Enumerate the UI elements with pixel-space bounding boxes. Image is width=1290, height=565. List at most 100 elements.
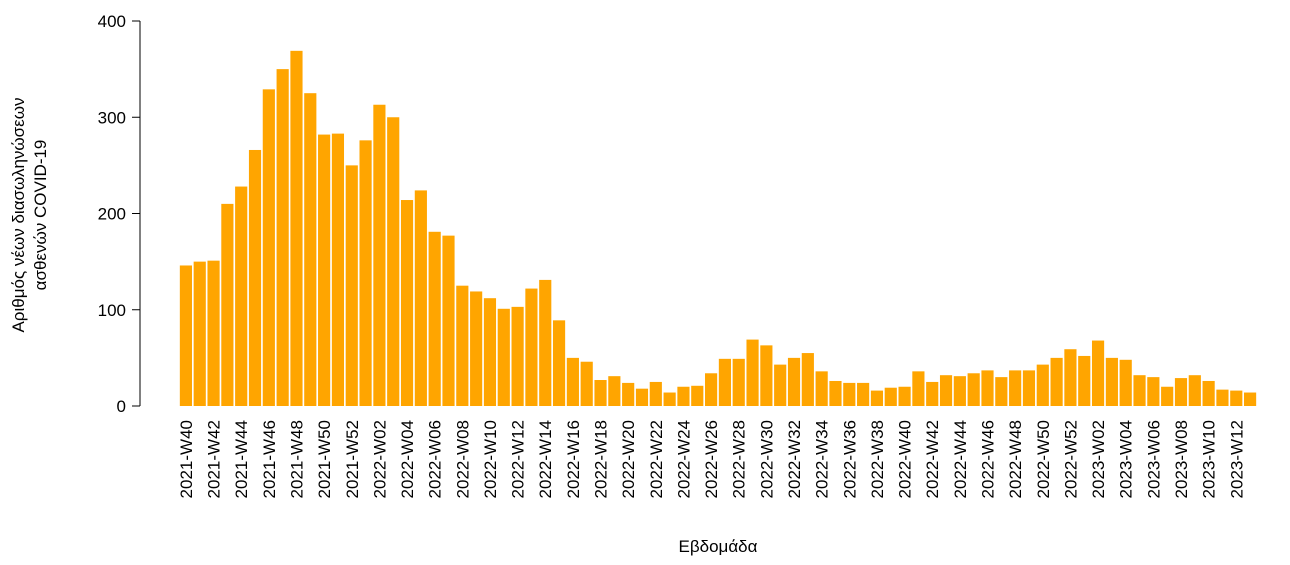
bar [677, 386, 690, 406]
bar [1202, 380, 1215, 406]
bar [774, 364, 787, 406]
x-tick-label: 2021-W44 [232, 420, 251, 498]
bar [304, 93, 317, 406]
x-tick-label: 2022-W06 [426, 420, 445, 498]
x-tick-label: 2023-W02 [1089, 420, 1108, 498]
bar [331, 133, 345, 407]
bar [1244, 392, 1257, 406]
x-tick-label: 2023-W06 [1144, 420, 1163, 498]
bar [1064, 349, 1077, 406]
y-tick-label: 400 [98, 12, 126, 31]
bar [884, 387, 897, 406]
bar [608, 376, 621, 406]
bar [691, 385, 704, 406]
bar [552, 320, 566, 406]
x-tick-label: 2022-W40 [896, 420, 915, 498]
x-tick-label: 2022-W48 [1006, 420, 1025, 498]
bar [456, 285, 469, 406]
bar [1091, 340, 1105, 406]
x-tick-label: 2022-W50 [1034, 420, 1053, 498]
bar [635, 388, 649, 406]
bar [497, 308, 510, 406]
bar [539, 279, 552, 406]
bar [705, 373, 718, 406]
bar [318, 134, 331, 406]
bar [387, 117, 400, 406]
bar [290, 50, 303, 407]
x-tick-label: 2022-W02 [370, 420, 389, 498]
x-tick-label: 2021-W40 [177, 420, 196, 498]
x-tick-label: 2022-W20 [619, 420, 638, 498]
bar [1050, 357, 1063, 406]
bar [1174, 378, 1188, 406]
bar [580, 361, 593, 406]
bar [912, 371, 925, 406]
bar [400, 200, 414, 406]
x-tick-label: 2021-W48 [287, 420, 306, 498]
x-tick-label: 2022-W36 [840, 420, 859, 498]
y-tick-label: 100 [98, 301, 126, 320]
bar [1009, 370, 1022, 406]
bar [760, 345, 773, 406]
y-tick-label: 200 [98, 205, 126, 224]
bar [442, 235, 455, 406]
x-tick-label: 2022-W08 [453, 420, 472, 498]
x-tick-label: 2022-W04 [398, 420, 417, 498]
bar [1216, 389, 1229, 406]
x-tick-label: 2022-W30 [757, 420, 776, 498]
bar [566, 357, 579, 406]
bar [483, 298, 497, 406]
x-tick-label: 2022-W32 [785, 420, 804, 498]
bar [207, 260, 220, 406]
y-tick-label: 0 [117, 397, 126, 416]
bar [1022, 370, 1036, 406]
y-axis-title: Αριθμός νέων διασωληνώσεων [9, 97, 28, 332]
x-tick-label: 2023-W12 [1227, 420, 1246, 498]
bar [787, 357, 801, 406]
bar [801, 353, 814, 406]
bar [594, 380, 607, 406]
x-tick-label: 2023-W10 [1200, 420, 1219, 498]
x-tick-label: 2021-W52 [343, 420, 362, 498]
x-tick-label: 2022-W46 [979, 420, 998, 498]
x-tick-label: 2022-W12 [509, 420, 528, 498]
bar [857, 382, 870, 406]
bar [1230, 390, 1243, 406]
bar [622, 382, 635, 406]
y-axis-title: ασθενών COVID-19 [31, 140, 50, 291]
bar [995, 377, 1008, 406]
bar [981, 370, 994, 406]
x-tick-label: 2023-W04 [1117, 420, 1136, 498]
x-tick-label: 2022-W24 [674, 420, 693, 498]
bar [248, 149, 262, 406]
bar [870, 390, 884, 406]
x-tick-label: 2022-W10 [481, 420, 500, 498]
bar [1188, 375, 1201, 406]
x-tick-label: 2022-W14 [536, 420, 555, 498]
bar [179, 265, 192, 406]
x-tick-label: 2022-W38 [868, 420, 887, 498]
bar [345, 165, 358, 406]
bar [746, 339, 759, 406]
bar [1036, 364, 1049, 406]
x-axis-title: Εβδομάδα [679, 537, 758, 556]
bar [1078, 355, 1091, 406]
bar [953, 376, 966, 406]
bar [276, 69, 289, 406]
bar [221, 203, 234, 406]
bar [414, 190, 427, 406]
x-tick-label: 2022-W42 [923, 420, 942, 498]
x-tick-label: 2022-W16 [564, 420, 583, 498]
bar [470, 291, 483, 406]
bar [373, 104, 386, 407]
y-tick-label: 300 [98, 108, 126, 127]
x-tick-label: 2022-W44 [951, 420, 970, 498]
bar [235, 186, 248, 406]
bar [967, 373, 980, 406]
bar [193, 261, 206, 406]
x-tick-label: 2023-W08 [1172, 420, 1191, 498]
bar [649, 381, 662, 406]
bar [359, 140, 372, 406]
bar [1105, 357, 1118, 406]
